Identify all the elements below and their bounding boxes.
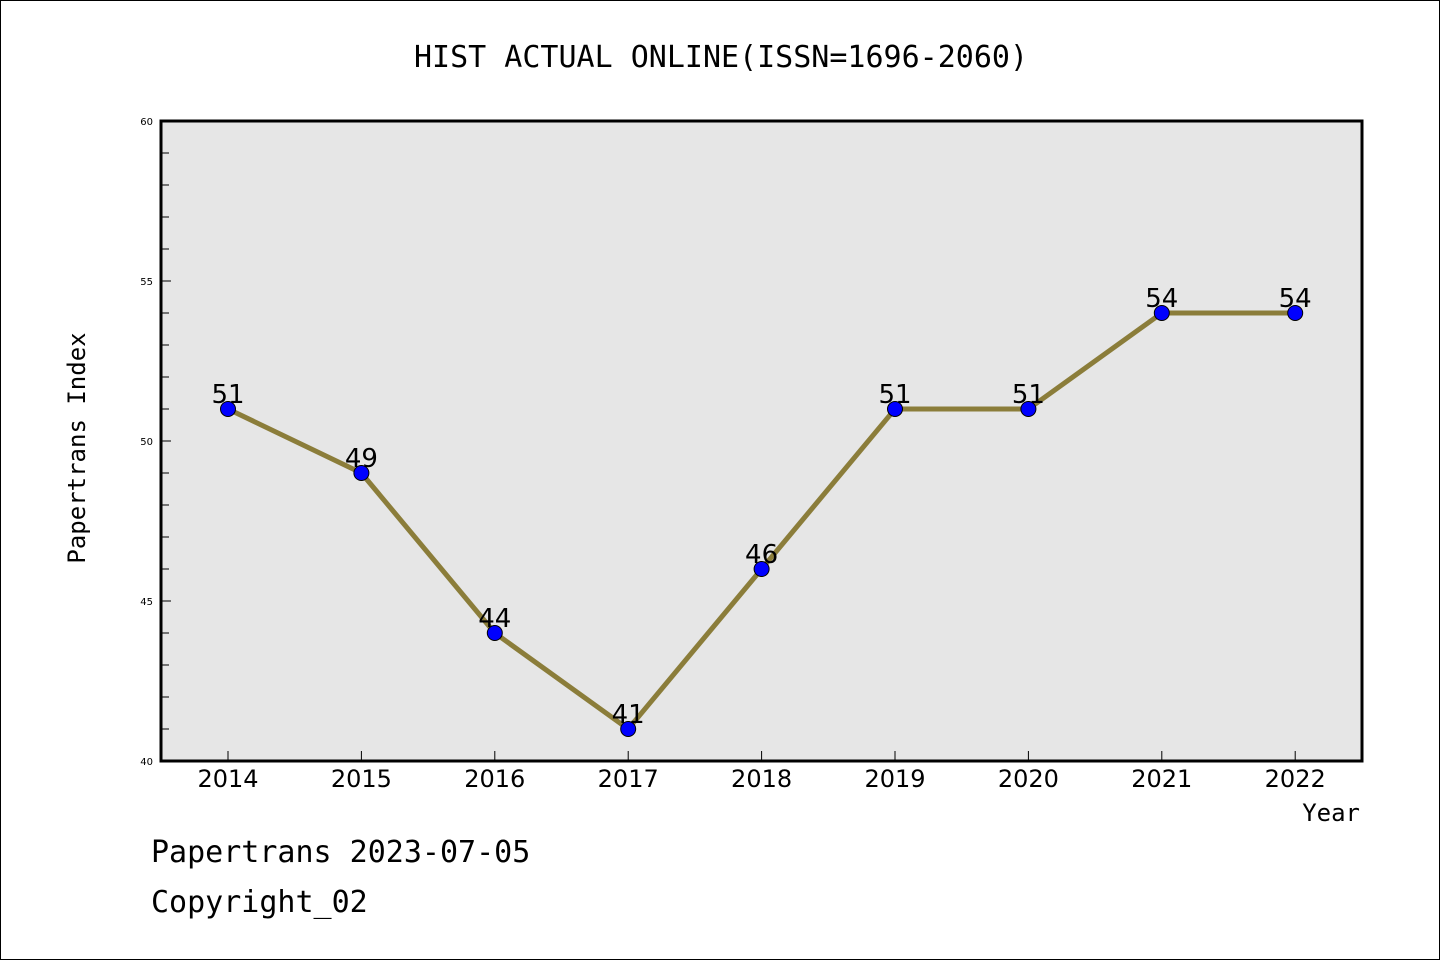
data-point xyxy=(620,721,637,737)
data-label: 49 xyxy=(345,444,378,474)
data-labels: 51 49 44 41 46 51 51 54 54 xyxy=(211,284,1311,730)
data-point xyxy=(486,625,503,641)
footer-date: Papertrans 2023-07-05 xyxy=(151,835,531,870)
x-tick-label: 2021 xyxy=(1131,765,1192,793)
y-axis-title: Papertrans Index xyxy=(63,332,91,563)
y-tick-label: 60 xyxy=(140,117,153,128)
x-tick-label: 2017 xyxy=(598,765,659,793)
y-tick-label: 50 xyxy=(140,437,153,448)
y-tick-label: 55 xyxy=(140,277,153,288)
data-label: 51 xyxy=(211,380,244,410)
x-tick-label: 2014 xyxy=(197,765,258,793)
data-label: 54 xyxy=(1145,284,1178,314)
y-tick-label: 40 xyxy=(140,757,153,768)
x-tick-label: 2019 xyxy=(864,765,925,793)
footer-copyright: Copyright_02 xyxy=(151,885,368,920)
y-axis: 40 45 50 55 60 xyxy=(140,117,171,768)
data-label: 51 xyxy=(1012,380,1045,410)
data-label: 44 xyxy=(478,604,511,634)
series-line-group xyxy=(220,305,1304,737)
data-point xyxy=(220,401,236,417)
data-label: 54 xyxy=(1279,284,1312,314)
x-tick-label: 2018 xyxy=(731,765,792,793)
data-point xyxy=(1153,305,1170,321)
data-label: 46 xyxy=(745,540,778,570)
data-point xyxy=(753,561,770,577)
x-axis-title: Year xyxy=(1302,799,1360,827)
plot-area xyxy=(159,119,1364,763)
chart-title: HIST ACTUAL ONLINE(ISSN=1696-2060) xyxy=(414,40,1028,75)
x-tick-label: 2022 xyxy=(1265,765,1326,793)
x-axis: 2014 2015 2016 2017 2018 2019 2020 2021 2022 xyxy=(197,751,1326,793)
data-point xyxy=(887,401,903,417)
x-tick-label: 2020 xyxy=(998,765,1059,793)
data-label: 41 xyxy=(612,700,645,730)
data-point xyxy=(1020,401,1037,417)
data-point xyxy=(1287,305,1304,321)
y-tick-label: 45 xyxy=(140,597,153,608)
x-tick-label: 2016 xyxy=(464,765,525,793)
x-tick-label: 2015 xyxy=(331,765,392,793)
data-label: 51 xyxy=(878,380,911,410)
data-point xyxy=(353,465,370,481)
